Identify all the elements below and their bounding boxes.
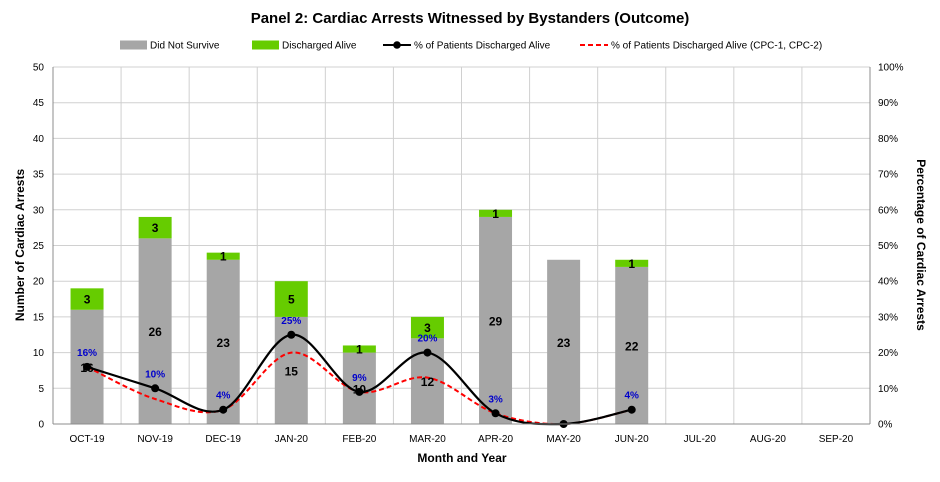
legend-label: Discharged Alive (282, 41, 357, 52)
bar-discharged-alive (70, 288, 104, 310)
bar-did-not-survive (479, 216, 513, 424)
x-tick-label: NOV-19 (137, 434, 173, 445)
legend-swatch (252, 40, 279, 50)
y-tick-label: 10 (33, 348, 45, 359)
y2-tick-label: 20% (878, 348, 898, 359)
bar-discharged-alive (479, 209, 513, 217)
line-marker (491, 409, 500, 418)
line-label-pct: 25% (281, 316, 301, 327)
y-tick-label: 30 (33, 205, 45, 216)
bar-discharged-alive (342, 345, 376, 353)
bar-discharged-alive (615, 259, 649, 267)
bar-label-discharged-alive: 3 (152, 221, 159, 235)
x-tick-label: DEC-19 (205, 434, 241, 445)
bar-label-did-not-survive: 29 (489, 314, 503, 328)
bar-label-did-not-survive: 22 (625, 339, 639, 353)
line-label-pct: 16% (77, 348, 97, 359)
x-tick-label: AUG-20 (750, 434, 787, 445)
bar-label-discharged-alive: 1 (628, 257, 635, 271)
y-tick-label: 40 (33, 134, 45, 145)
x-tick-label: APR-20 (478, 434, 513, 445)
x-tick-label: JUN-20 (615, 434, 649, 445)
line-marker (287, 330, 296, 339)
line-label-pct: 10% (145, 369, 165, 380)
bar-label-did-not-survive: 15 (285, 364, 299, 378)
bar-did-not-survive (615, 266, 649, 424)
y2-tick-label: 50% (878, 241, 898, 252)
y2-tick-label: 40% (878, 277, 898, 288)
line-label-pct: 4% (624, 391, 639, 402)
bar-label-discharged-alive: 3 (84, 293, 91, 307)
grid-lines (52, 66, 871, 425)
bar-label-discharged-alive: 1 (220, 250, 227, 264)
line-marker (627, 405, 636, 414)
bar-label-discharged-alive: 5 (288, 293, 295, 307)
bar-did-not-survive (547, 259, 581, 424)
y2-tick-label: 80% (878, 134, 898, 145)
y2-axis-title: Percentage of Cardiac Arrests (914, 159, 928, 331)
y-tick-label: 25 (33, 241, 45, 252)
x-tick-label: OCT-19 (70, 434, 105, 445)
y-tick-label: 15 (33, 312, 45, 323)
line-label-pct: 3% (488, 394, 503, 405)
y2-tick-label: 100% (878, 63, 904, 74)
y-tick-label: 5 (38, 384, 44, 395)
bar-discharged-alive (206, 252, 240, 260)
legend: Did Not Survive Discharged Alive % of Pati… (120, 40, 822, 52)
y-axis-title: Number of Cardiac Arrests (13, 169, 27, 322)
y-tick-label: 45 (33, 98, 45, 109)
x-tick-label: MAR-20 (409, 434, 446, 445)
line-marker (219, 405, 228, 414)
y2-tick-label: 70% (878, 170, 898, 181)
y2-tick-label: 90% (878, 98, 898, 109)
bar-label-did-not-survive: 10 (353, 382, 367, 396)
bar-discharged-alive (138, 216, 172, 239)
x-tick-label: JAN-20 (275, 434, 309, 445)
bar-discharged-alive (274, 281, 308, 317)
bar-label-did-not-survive: 23 (217, 336, 231, 350)
y-tick-label: 0 (38, 420, 44, 431)
bar-label-discharged-alive: 3 (424, 321, 431, 335)
bar-label-discharged-alive: 1 (492, 207, 499, 221)
x-tick-label: MAY-20 (546, 434, 581, 445)
line-label-pct: 9% (352, 373, 367, 384)
y-tick-label: 35 (33, 170, 45, 181)
y2-tick-label: 60% (878, 205, 898, 216)
axes-layer: 051015202530354045500%10%20%30%40%50%60%… (33, 63, 904, 446)
bars-layer (70, 209, 649, 424)
bar-label-did-not-survive: 12 (421, 375, 435, 389)
y2-tick-label: 10% (878, 384, 898, 395)
line-label-pct: 20% (417, 334, 437, 345)
x-tick-label: SEP-20 (819, 434, 854, 445)
line-marker (423, 348, 432, 357)
y-tick-label: 20 (33, 277, 45, 288)
x-axis-title: Month and Year (417, 451, 506, 465)
x-tick-label: JUL-20 (684, 434, 717, 445)
bar-discharged-alive (410, 316, 444, 339)
bar-label-discharged-alive: 1 (356, 343, 363, 357)
bar-label-did-not-survive: 23 (557, 336, 571, 350)
line-marker (355, 387, 364, 396)
legend-label: % of Patients Discharged Alive (414, 41, 551, 52)
y2-tick-label: 0% (878, 420, 893, 431)
bar-did-not-survive (206, 259, 240, 424)
legend-marker (393, 41, 401, 49)
y2-tick-label: 30% (878, 312, 898, 323)
chart-title: Panel 2: Cardiac Arrests Witnessed by By… (251, 10, 690, 27)
line-label-pct: 4% (216, 391, 231, 402)
legend-label: % of Patients Discharged Alive (CPC-1, C… (611, 41, 822, 52)
y-tick-label: 50 (33, 63, 45, 74)
bar-label-did-not-survive: 26 (148, 325, 162, 339)
legend-label: Did Not Survive (150, 41, 220, 52)
legend-swatch (120, 40, 147, 50)
line-marker (151, 384, 160, 393)
bar-label-did-not-survive: 16 (80, 361, 94, 375)
line-marker (83, 362, 92, 371)
x-tick-label: FEB-20 (342, 434, 376, 445)
